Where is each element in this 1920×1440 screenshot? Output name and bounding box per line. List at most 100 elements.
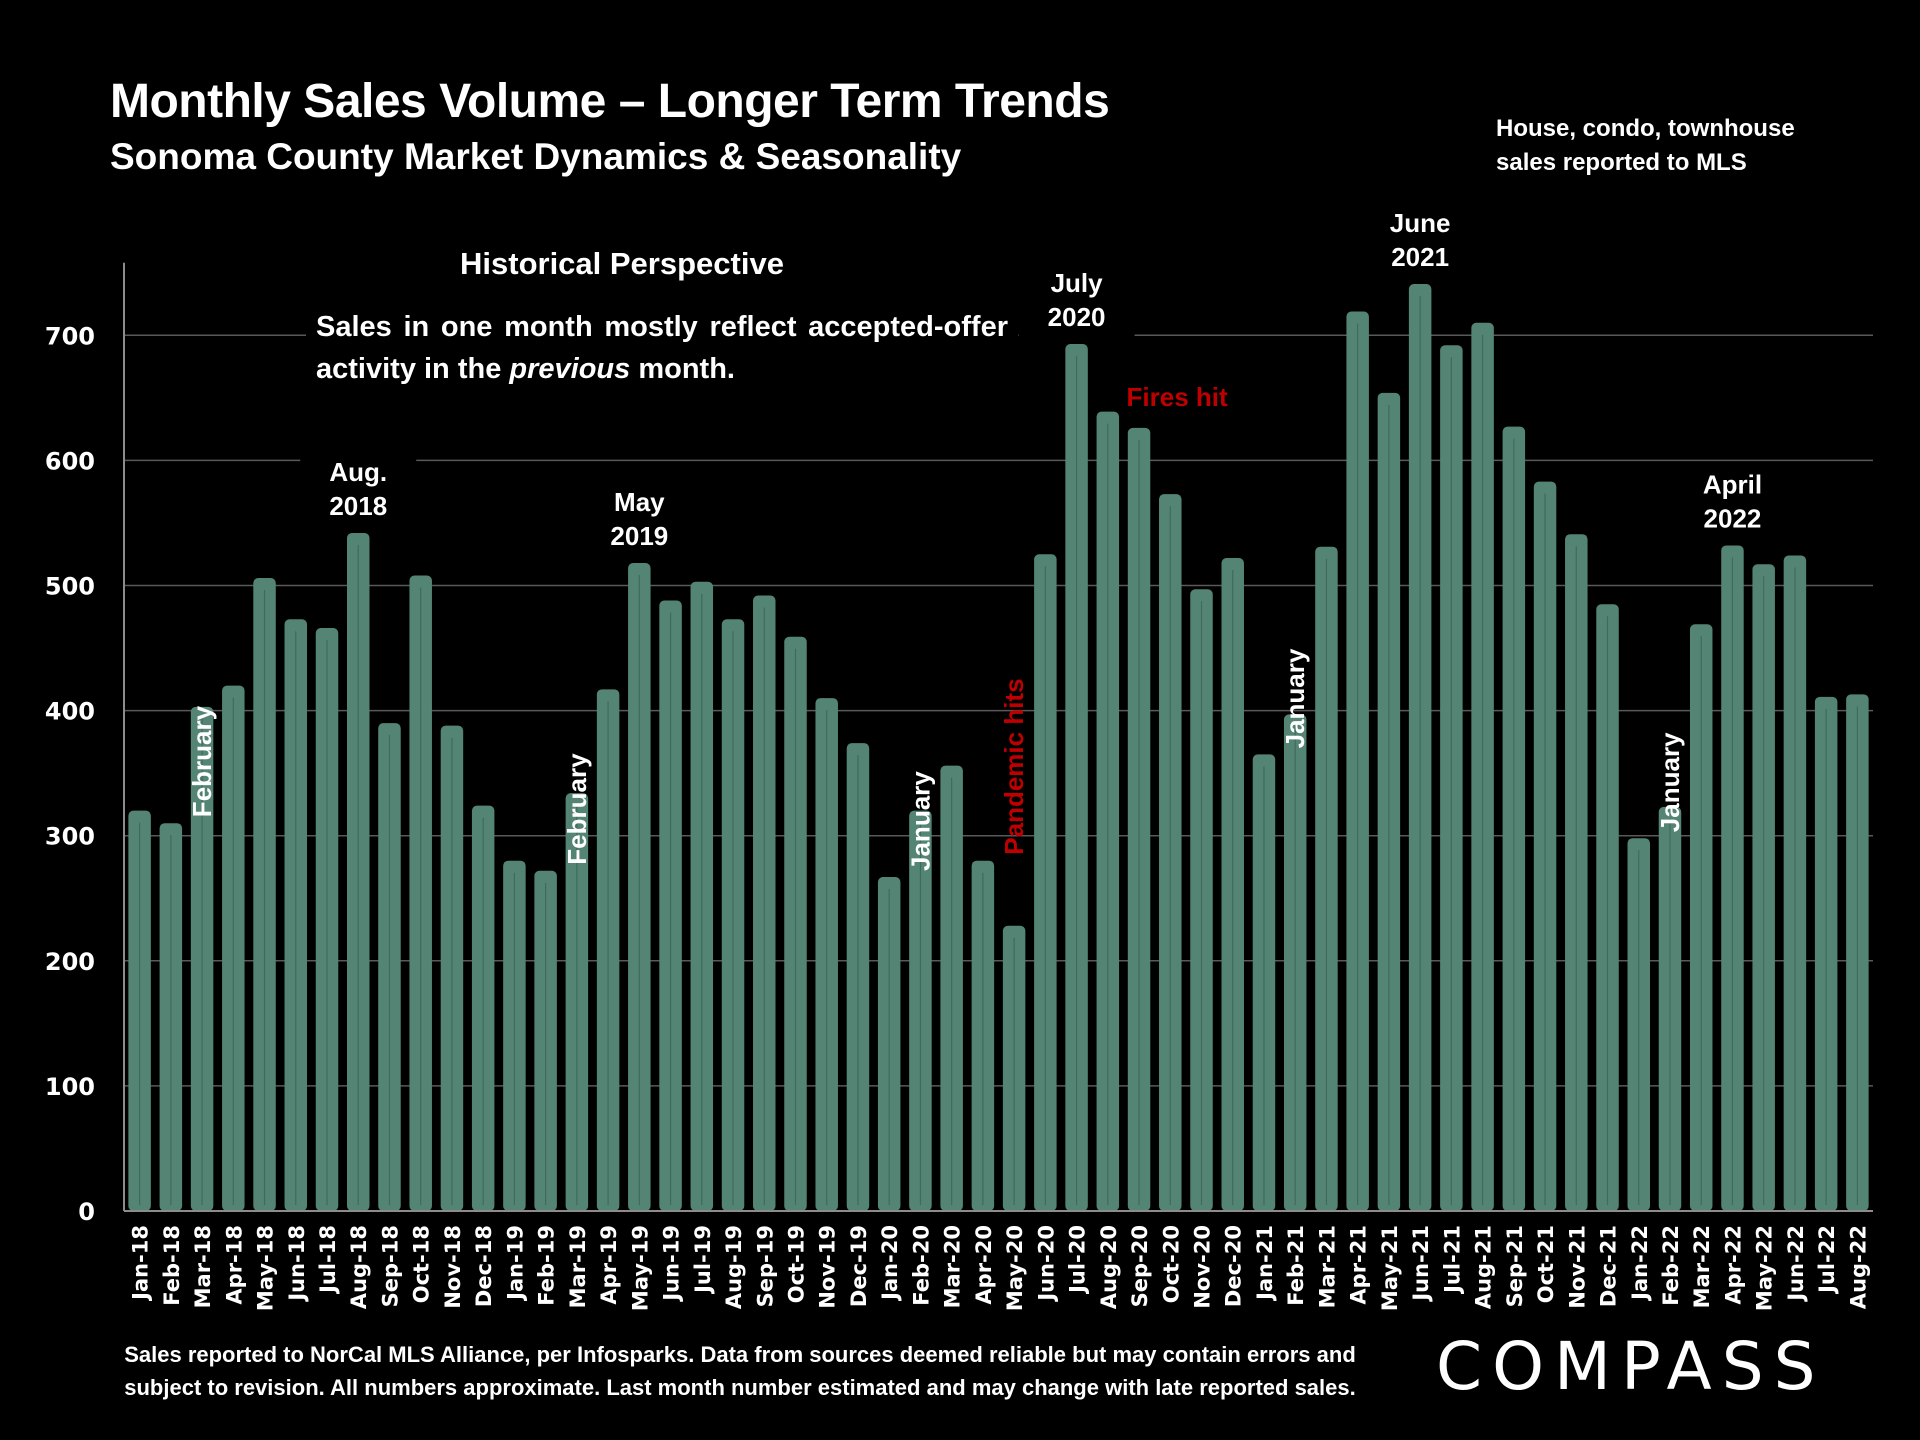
x-tick-label: Apr-22 <box>1721 1225 1745 1305</box>
annotation-backdrop <box>1362 202 1479 277</box>
x-tick-label: Jun-19 <box>660 1225 684 1303</box>
x-tick-label: Jul-20 <box>1066 1225 1090 1295</box>
x-tick-label: Dec-19 <box>847 1225 871 1307</box>
bars <box>128 284 1869 1212</box>
hp-text-emphasis: previous <box>509 353 631 385</box>
x-tick-label: Jan-19 <box>503 1225 527 1302</box>
y-tick-label: 300 <box>45 823 95 851</box>
x-tick-label: Jan-21 <box>1253 1225 1277 1302</box>
x-tick-label: Mar-18 <box>191 1225 215 1308</box>
x-tick-label: Dec-18 <box>472 1225 496 1307</box>
data-scope-note: House, condo, townhouse sales reported t… <box>1496 112 1896 180</box>
annotation-label: Aug. <box>329 457 387 487</box>
x-tick-label: Apr-18 <box>222 1225 246 1305</box>
annotation-label: January <box>1655 732 1685 832</box>
annotation-label: Fires hit <box>1127 382 1228 412</box>
x-tick-label: Jul-22 <box>1815 1225 1839 1295</box>
x-tick-label: Jun-21 <box>1409 1225 1433 1303</box>
x-tick-label: Oct-20 <box>1159 1225 1183 1303</box>
annotation-year: 2019 <box>610 521 668 551</box>
x-tick-label: Aug-22 <box>1846 1225 1870 1309</box>
source-footnote: Sales reported to NorCal MLS Alliance, p… <box>70 1338 1410 1404</box>
annotation-label: January <box>905 771 935 871</box>
y-tick-label: 200 <box>45 948 95 976</box>
x-tick-label: May-20 <box>1003 1225 1027 1311</box>
x-tick-label: Aug-21 <box>1472 1225 1496 1309</box>
annotation-label: Pandemic hits <box>999 678 1029 854</box>
footnote-line-1: Sales reported to NorCal MLS Alliance, p… <box>124 1342 1356 1367</box>
annotation-label: February <box>562 753 592 865</box>
x-tick-label: Apr-19 <box>597 1225 621 1305</box>
x-tick-label: Feb-20 <box>909 1225 933 1306</box>
x-tick-label: Mar-21 <box>1315 1225 1339 1308</box>
x-tick-label: Oct-18 <box>410 1225 434 1303</box>
x-tick-label: Apr-21 <box>1347 1225 1371 1305</box>
x-tick-label: Oct-19 <box>784 1225 808 1303</box>
hp-text-1: Sales in one month mostly reflect accept… <box>316 311 1008 385</box>
annotation-label: January <box>1280 648 1310 748</box>
x-tick-label: Jan-20 <box>878 1225 902 1302</box>
x-tick-label: Nov-20 <box>1191 1225 1215 1309</box>
chart-subtitle: Sonoma County Market Dynamics & Seasonal… <box>110 136 962 177</box>
y-tick-label: 600 <box>45 447 95 475</box>
annotation-label: May <box>614 487 665 517</box>
x-tick-label: Mar-22 <box>1690 1225 1714 1308</box>
x-tick-label: Feb-22 <box>1659 1225 1683 1306</box>
x-tick-label: Jan-18 <box>129 1225 153 1302</box>
x-tick-label: Jul-19 <box>691 1225 715 1295</box>
annotations: February Aug. 2018 February May 2019 January Pa… <box>187 202 1791 871</box>
annotation-backdrop <box>300 450 417 525</box>
x-tick-label: Feb-18 <box>160 1225 184 1306</box>
x-tick-label: Jun-18 <box>285 1225 309 1303</box>
chart-title: Monthly Sales Volume – Longer Term Trend… <box>110 75 1110 128</box>
y-tick-label: 0 <box>78 1198 95 1226</box>
x-tick-label: May-22 <box>1753 1225 1777 1311</box>
x-tick-label: Jul-21 <box>1440 1225 1464 1295</box>
x-tick-label: May-19 <box>628 1225 652 1311</box>
historical-perspective-body: Sales in one month mostly reflect accept… <box>306 306 1018 390</box>
annotation-backdrop <box>1018 262 1135 337</box>
x-axis-ticks: Jan-18 Feb-18 Mar-18 Apr-18 May-18 Jun-18 Jul-… <box>129 1225 1871 1311</box>
annotation-backdrop <box>1674 463 1791 538</box>
x-tick-label: Apr-20 <box>972 1225 996 1305</box>
x-tick-label: May-18 <box>254 1225 278 1311</box>
x-tick-label: Nov-18 <box>441 1225 465 1309</box>
x-tick-label: Dec-20 <box>1222 1225 1246 1307</box>
x-tick-label: Jun-22 <box>1784 1225 1808 1303</box>
annotation-backdrop <box>581 480 698 555</box>
x-tick-label: Nov-19 <box>816 1225 840 1309</box>
x-tick-label: Sep-21 <box>1503 1225 1527 1307</box>
y-axis-ticks: 0 100 200 300 400 500 600 700 <box>45 322 95 1226</box>
annotation-year: 2018 <box>329 491 387 521</box>
historical-perspective-title: Historical Perspective <box>460 246 784 281</box>
footnote-line-2: subject to revision. All numbers approxi… <box>124 1375 1356 1400</box>
x-tick-label: Feb-19 <box>535 1225 559 1306</box>
x-tick-label: Mar-19 <box>566 1225 590 1308</box>
x-tick-label: Aug-18 <box>347 1225 371 1309</box>
note-line-2: sales reported to MLS <box>1496 149 1747 176</box>
x-tick-label: Sep-18 <box>378 1225 402 1307</box>
annotation-label: February <box>187 705 217 817</box>
y-tick-label: 400 <box>45 698 95 726</box>
note-line-1: House, condo, townhouse <box>1496 115 1795 142</box>
annotation-year: 2022 <box>1704 503 1762 533</box>
annotation-year: 2021 <box>1391 242 1449 272</box>
x-tick-label: Jan-22 <box>1628 1225 1652 1302</box>
x-tick-label: Jul-18 <box>316 1225 340 1295</box>
x-tick-label: Dec-21 <box>1597 1225 1621 1307</box>
annotation-label: April <box>1703 469 1762 499</box>
y-tick-label: 700 <box>45 322 95 350</box>
annotation-label: June <box>1390 208 1451 238</box>
x-tick-label: Aug-20 <box>1097 1225 1121 1309</box>
logo-text: COMPASS <box>1436 1327 1826 1405</box>
hp-text-2: month. <box>630 353 735 385</box>
x-tick-label: May-21 <box>1378 1225 1402 1311</box>
x-tick-label: Jun-20 <box>1034 1225 1058 1303</box>
x-tick-label: Oct-21 <box>1534 1225 1558 1303</box>
annotation-label: July <box>1051 268 1104 298</box>
x-tick-label: Sep-19 <box>753 1225 777 1307</box>
y-tick-label: 100 <box>45 1073 95 1101</box>
x-tick-label: Sep-20 <box>1128 1225 1152 1307</box>
compass-logo: COMPASS <box>1436 1327 1826 1405</box>
